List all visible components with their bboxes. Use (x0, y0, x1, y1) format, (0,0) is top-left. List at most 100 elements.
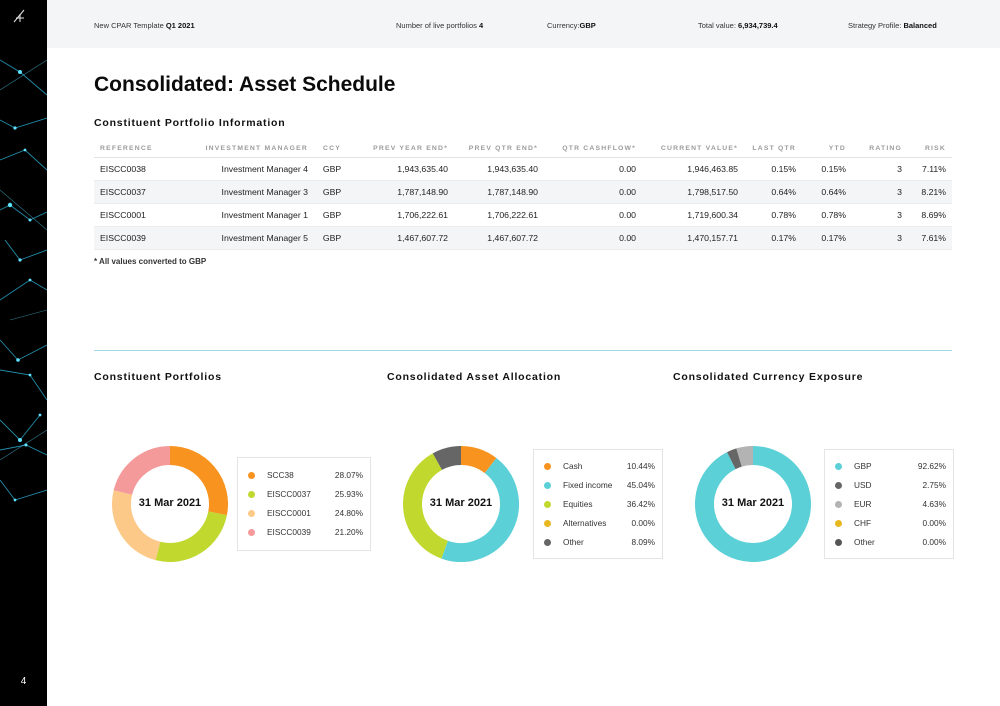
legend-label: Equities (563, 499, 593, 509)
cell-prev-qtr-end: 1,706,222.61 (454, 203, 544, 227)
cell-ytd: 0.15% (802, 157, 852, 181)
chart-title-asset-allocation: Consolidated Asset Allocation (387, 371, 562, 383)
cell-ccy: GBP (314, 180, 350, 204)
cell-last-qtr: 0.15% (744, 157, 802, 181)
cell-rating: 3 (852, 203, 908, 227)
donut-slice-eiscc0001 (112, 490, 161, 561)
cell-rating: 3 (852, 226, 908, 250)
cell-risk: 7.11% (908, 157, 952, 181)
legend-value: 28.07% (334, 470, 363, 480)
col-prev-qtr-end: PREV QTR END* (454, 139, 544, 158)
legend-swatch (544, 482, 551, 489)
legend-value: 4.63% (922, 499, 946, 509)
legend-value: 24.80% (334, 508, 363, 518)
legend-item: Alternatives 0.00% (534, 514, 662, 533)
cell-rating: 3 (852, 180, 908, 204)
col-rating: RATING (852, 139, 908, 158)
cell-last-qtr: 0.17% (744, 226, 802, 250)
header-currency-label: Currency: (547, 21, 580, 30)
donut-center-label: 31 Mar 2021 (721, 497, 785, 509)
donut-center-label: 31 Mar 2021 (138, 497, 202, 509)
cell-prev-qtr-end: 1,467,607.72 (454, 226, 544, 250)
header-currency: Currency:GBP (547, 21, 596, 30)
donut-slice-fixed-income (441, 458, 519, 562)
legend-item: EISCC0039 21.20% (238, 523, 370, 542)
header-live-portfolios-label: Number of live portfolios (396, 21, 477, 30)
legend-label: Other (563, 537, 584, 547)
table-title: Constituent Portfolio Information (94, 117, 286, 129)
legend-label: USD (854, 480, 872, 490)
page-number: 4 (20, 676, 27, 687)
table-footnote: * All values converted to GBP (94, 257, 207, 266)
legend-item: Fixed income 45.04% (534, 476, 662, 495)
legend-swatch (248, 510, 255, 517)
legend-swatch (544, 539, 551, 546)
cell-investment-manager: Investment Manager 3 (174, 180, 314, 204)
legend-value: 25.93% (334, 489, 363, 499)
legend-value: 92.62% (917, 461, 946, 471)
header-total-value: Total value: 6,934,739.4 (698, 21, 778, 30)
legend-label: EUR (854, 499, 872, 509)
cell-ytd: 0.78% (802, 203, 852, 227)
col-qtr-cashflow: QTR CASHFLOW* (544, 139, 642, 158)
cell-prev-qtr-end: 1,943,635.40 (454, 157, 544, 181)
col-ytd: YTD (802, 139, 852, 158)
legend-value: 2.75% (922, 480, 946, 490)
legend-label: GBP (854, 461, 872, 471)
legend-value: 36.42% (626, 499, 655, 509)
legend-item: Equities 36.42% (534, 495, 662, 514)
cell-prev-year-end: 1,706,222.61 (350, 203, 454, 227)
cell-qtr-cashflow: 0.00 (544, 226, 642, 250)
table-header-row: REFERENCE INVESTMENT MANAGER CCY PREV YE… (94, 139, 952, 158)
table-row: EISCC0038 Investment Manager 4 GBP 1,943… (94, 157, 952, 181)
col-last-qtr: LAST QTR (744, 139, 802, 158)
cell-reference: EISCC0001 (94, 203, 174, 227)
cell-reference: EISCC0037 (94, 180, 174, 204)
legend-item: USD 2.75% (825, 476, 953, 495)
portfolio-table: REFERENCE INVESTMENT MANAGER CCY PREV YE… (94, 139, 952, 250)
table-row: EISCC0037 Investment Manager 3 GBP 1,787… (94, 180, 952, 204)
legend-label: CHF (854, 518, 872, 528)
donut-slice-other (432, 446, 462, 471)
donut-slice-eur (736, 446, 754, 467)
donut-slice-usd (727, 448, 743, 470)
legend-swatch (835, 520, 842, 527)
legend-label: Alternatives (563, 518, 607, 528)
legend-value: 21.20% (334, 527, 363, 537)
legend-value: 0.00% (631, 518, 655, 528)
header-total-value-value: 6,934,739.4 (738, 21, 778, 30)
table-row: EISCC0039 Investment Manager 5 GBP 1,467… (94, 226, 952, 250)
donut-slice-scc38 (169, 446, 228, 516)
legend-swatch (544, 501, 551, 508)
donut-slice-eiscc0039 (113, 446, 171, 496)
donut-chart-currency-exposure (695, 446, 811, 562)
legend-label: Fixed income (563, 480, 613, 490)
legend-constituent-portfolios: SCC38 28.07% EISCC0037 25.93% EISCC0001 24.80… (237, 457, 371, 551)
cell-rating: 3 (852, 157, 908, 181)
cell-prev-year-end: 1,943,635.40 (350, 157, 454, 181)
col-investment-manager: INVESTMENT MANAGER (174, 139, 314, 158)
donut-slice-equities (403, 453, 449, 559)
donut-slice-gbp (695, 446, 811, 562)
header-strategy-label: Strategy Profile: (848, 21, 902, 30)
cell-prev-qtr-end: 1,787,148.90 (454, 180, 544, 204)
header-strategy: Strategy Profile: Balanced (848, 21, 937, 30)
header-strategy-value: Balanced (903, 21, 937, 30)
section-divider (94, 350, 952, 351)
legend-value: 0.00% (922, 537, 946, 547)
header-template-period: Q1 2021 (165, 21, 195, 30)
legend-item: EISCC0037 25.93% (238, 485, 370, 504)
legend-label: SCC38 (267, 470, 294, 480)
cell-current-value: 1,719,600.34 (642, 203, 744, 227)
donut-chart-constituent-portfolios (112, 446, 228, 562)
legend-swatch (835, 539, 842, 546)
sidebar: 4 (0, 0, 47, 706)
legend-item: Other 0.00% (825, 533, 953, 552)
table-row: EISCC0001 Investment Manager 1 GBP 1,706… (94, 203, 952, 227)
cell-qtr-cashflow: 0.00 (544, 203, 642, 227)
cell-qtr-cashflow: 0.00 (544, 157, 642, 181)
legend-value: 8.09% (631, 537, 655, 547)
legend-item: SCC38 28.07% (238, 466, 370, 485)
legend-item: Cash 10.44% (534, 457, 662, 476)
legend-swatch (544, 463, 551, 470)
